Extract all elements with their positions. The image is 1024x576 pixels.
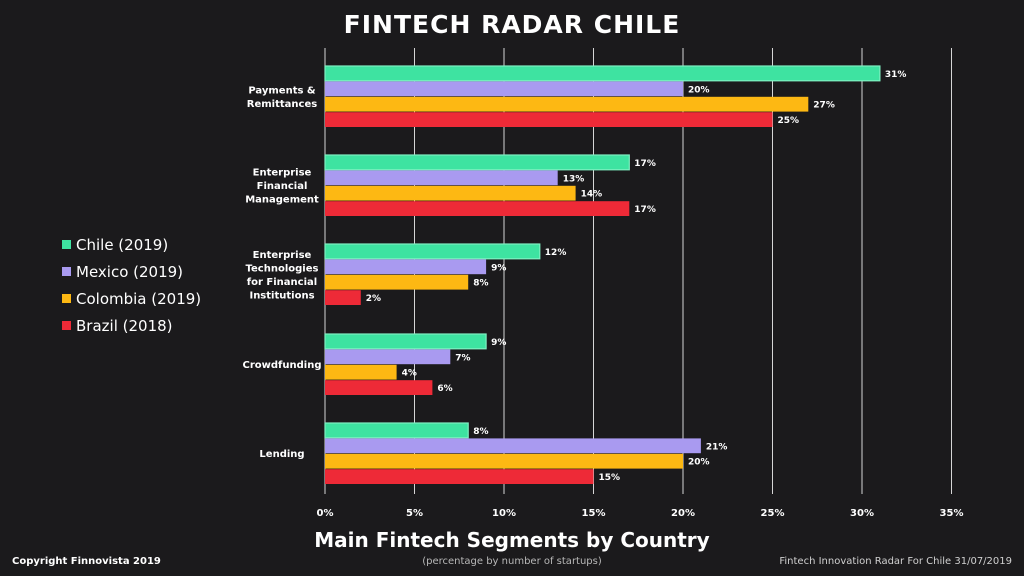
legend-item-chile: Chile (2019) xyxy=(62,231,201,258)
category-label: Enterprise xyxy=(253,168,312,179)
bar xyxy=(325,469,594,484)
category-label: Institutions xyxy=(249,290,314,301)
bar xyxy=(324,154,630,171)
legend-item-colombia: Colombia (2019) xyxy=(62,285,201,312)
bar xyxy=(325,290,361,305)
category-label: Crowdfunding xyxy=(243,360,322,371)
chart-title: FINTECH RADAR CHILE xyxy=(343,10,681,39)
legend-label-brazil: Brazil (2018) xyxy=(76,316,173,335)
category-label: Technologies xyxy=(246,263,319,274)
legend-label-mexico: Mexico (2019) xyxy=(76,262,184,281)
data-label: 4% xyxy=(402,369,417,379)
x-tick-label: 20% xyxy=(671,508,695,519)
data-label: 6% xyxy=(437,384,452,394)
x-tick-label: 35% xyxy=(940,508,964,519)
data-label: 15% xyxy=(599,473,621,483)
legend: Chile (2019) Mexico (2019) Colombia (201… xyxy=(62,231,201,339)
bar xyxy=(325,170,558,186)
bar xyxy=(325,185,576,201)
category-label: Enterprise xyxy=(253,250,312,261)
chart-subtitle: Main Fintech Segments by Country xyxy=(314,528,710,552)
legend-label-colombia: Colombia (2019) xyxy=(76,289,202,308)
data-label: 8% xyxy=(473,279,488,289)
x-tick-label: 15% xyxy=(582,508,606,519)
bar xyxy=(324,333,487,350)
legend-swatch-colombia xyxy=(62,294,71,303)
bar xyxy=(325,96,809,112)
bar xyxy=(325,112,773,127)
legend-item-mexico: Mexico (2019) xyxy=(62,258,201,285)
legend-swatch-brazil xyxy=(62,321,71,330)
data-label: 27% xyxy=(813,101,835,111)
category-label: Financial xyxy=(257,181,308,192)
data-label: 17% xyxy=(634,159,656,169)
bar xyxy=(324,65,881,82)
data-label: 7% xyxy=(455,353,470,363)
bar xyxy=(325,81,683,97)
data-label: 2% xyxy=(366,294,381,304)
bar xyxy=(325,201,630,216)
data-label: 14% xyxy=(581,190,603,200)
data-label: 31% xyxy=(885,70,907,80)
data-label: 17% xyxy=(634,205,656,215)
data-label: 9% xyxy=(491,263,506,273)
category-label: Payments & xyxy=(248,85,316,96)
legend-item-brazil: Brazil (2018) xyxy=(62,312,201,339)
legend-label-chile: Chile (2019) xyxy=(76,235,169,254)
category-label: Lending xyxy=(259,449,304,460)
x-tick-label: 0% xyxy=(317,508,334,519)
data-label: 13% xyxy=(563,174,585,184)
source-text: Fintech Innovation Radar For Chile 31/07… xyxy=(779,556,1012,567)
data-label: 20% xyxy=(688,85,710,95)
data-label: 8% xyxy=(473,427,488,437)
x-tick-label: 5% xyxy=(406,508,423,519)
bar xyxy=(325,380,433,395)
chart-note: (percentage by number of startups) xyxy=(422,556,602,567)
bar xyxy=(325,364,397,380)
bar xyxy=(324,422,469,439)
bar xyxy=(325,438,701,454)
data-label: 21% xyxy=(706,442,728,452)
data-label: 20% xyxy=(688,458,710,468)
data-label: 9% xyxy=(491,338,506,348)
x-tick-label: 10% xyxy=(492,508,516,519)
bar xyxy=(325,274,469,290)
bar xyxy=(325,349,451,365)
legend-swatch-mexico xyxy=(62,267,71,276)
bar xyxy=(324,243,541,260)
bar xyxy=(325,453,683,469)
data-label: 12% xyxy=(545,248,567,258)
category-label: Remittances xyxy=(247,99,317,110)
bar xyxy=(325,259,487,275)
legend-swatch-chile xyxy=(62,240,71,249)
category-label: for Financial xyxy=(247,277,317,288)
data-label: 25% xyxy=(778,116,800,126)
copyright-text: Copyright Finnovista 2019 xyxy=(12,556,161,567)
x-tick-label: 30% xyxy=(850,508,874,519)
x-tick-label: 25% xyxy=(761,508,785,519)
category-label: Management xyxy=(245,195,319,206)
